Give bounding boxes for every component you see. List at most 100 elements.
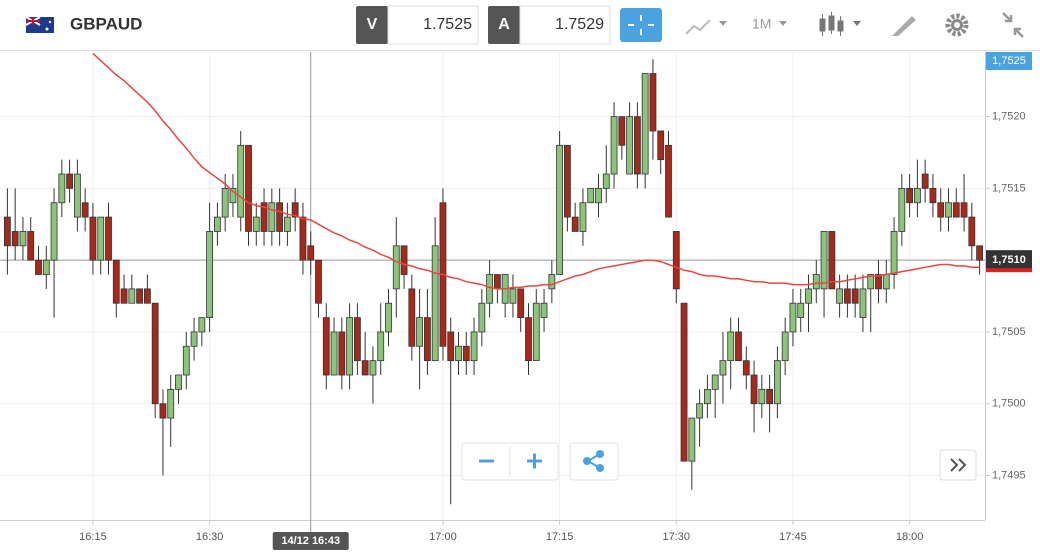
candle-body — [408, 288, 416, 347]
candle-body — [105, 216, 112, 261]
candle-body — [338, 331, 346, 376]
candle-body — [890, 231, 898, 275]
candle-body — [875, 274, 882, 290]
crosshair-button[interactable] — [620, 8, 662, 42]
buy-box[interactable] — [519, 5, 611, 45]
candle-body — [859, 288, 867, 318]
x-tick-label: 17:30 — [663, 531, 691, 543]
candle-body — [50, 202, 58, 261]
candle-body — [245, 144, 252, 232]
candle-body — [423, 317, 431, 362]
candle-body — [532, 302, 540, 362]
candle-body — [641, 73, 649, 175]
candle-body — [190, 331, 198, 347]
candle-body — [206, 231, 214, 318]
candle-body — [945, 202, 952, 218]
candle-body — [462, 345, 470, 362]
timeframe[interactable]: 1M — [752, 16, 771, 32]
candle-body — [353, 317, 361, 362]
candle-body — [540, 302, 548, 318]
candle-body — [665, 144, 672, 218]
candle-body — [478, 302, 486, 333]
x-tick-label: 17:45 — [779, 531, 807, 543]
candle-body — [42, 259, 50, 275]
candle-body — [283, 216, 291, 232]
candle-body — [175, 374, 182, 390]
candle-body — [843, 288, 851, 304]
x-tick-label: 16:15 — [79, 531, 107, 543]
candle-body — [120, 288, 128, 304]
candle-body — [579, 202, 587, 232]
candle-body — [750, 374, 758, 405]
last-price-underline — [986, 268, 1032, 273]
candle-body — [307, 245, 315, 261]
sell-label[interactable]: V — [367, 16, 378, 33]
sell-box[interactable] — [387, 5, 479, 45]
buy-price[interactable]: 1.7529 — [555, 16, 604, 33]
candle-body — [913, 187, 921, 204]
candle-body — [595, 187, 602, 204]
candle-body — [758, 388, 766, 405]
candle-body — [369, 360, 377, 376]
candle-body — [921, 173, 929, 189]
candle-body — [486, 274, 494, 304]
x-tick-label: 16:30 — [196, 531, 224, 543]
candle-body — [633, 116, 641, 175]
sell-badge — [986, 52, 1032, 70]
candle-body — [727, 331, 735, 362]
candle-body — [260, 202, 268, 232]
candle-body — [703, 388, 711, 405]
candle-body — [688, 417, 696, 462]
x-tick-label: 17:00 — [429, 531, 457, 543]
x-tick-label: 17:15 — [546, 531, 574, 543]
candle-body — [151, 302, 159, 405]
candle-body — [198, 317, 206, 333]
candle-body — [128, 288, 136, 304]
candle-body — [882, 274, 890, 290]
candle-body — [268, 202, 276, 232]
buy-label[interactable]: A — [498, 16, 510, 33]
candle-body — [167, 388, 175, 419]
candle-body — [960, 202, 968, 218]
sell-price[interactable]: 1.7525 — [423, 16, 472, 33]
candle-body — [805, 288, 812, 304]
buy-button[interactable] — [488, 6, 520, 44]
candle-body — [548, 274, 556, 290]
scroll-right-button[interactable] — [939, 449, 977, 481]
candle-body — [680, 302, 688, 462]
candle-body — [213, 216, 221, 232]
y-tick-label: 1,7500 — [992, 398, 1026, 410]
candle-body — [322, 317, 330, 376]
y-tick-label: 1,7515 — [992, 182, 1026, 194]
settings-icon[interactable] — [945, 13, 969, 37]
x-tick-label: 18:00 — [896, 531, 924, 543]
timeframe-caret[interactable] — [779, 21, 787, 26]
candle-body — [820, 231, 828, 290]
sell-button[interactable] — [356, 6, 388, 44]
chart-type-icon[interactable] — [685, 19, 727, 35]
candle-body — [159, 403, 167, 419]
candle-body — [229, 187, 237, 204]
candle-body — [649, 73, 657, 132]
candle-body — [112, 259, 120, 304]
zoom-controls — [461, 442, 559, 481]
candle-body — [968, 216, 976, 247]
candle-body — [66, 173, 74, 189]
candle-body — [672, 231, 680, 290]
candle-body — [385, 302, 392, 333]
candle-body — [976, 245, 984, 261]
candle-body — [143, 288, 151, 304]
candle-body — [136, 288, 144, 304]
candle-body — [470, 331, 478, 362]
candle-body — [35, 259, 42, 275]
zoom-in[interactable] — [527, 453, 542, 469]
draw-icon[interactable] — [892, 16, 916, 36]
candle-body — [828, 231, 836, 290]
candle-icon[interactable] — [819, 12, 861, 36]
collapse-icon[interactable] — [1002, 12, 1024, 38]
share-button[interactable] — [569, 442, 619, 481]
candle-body — [73, 173, 81, 218]
candle-body — [836, 288, 844, 304]
